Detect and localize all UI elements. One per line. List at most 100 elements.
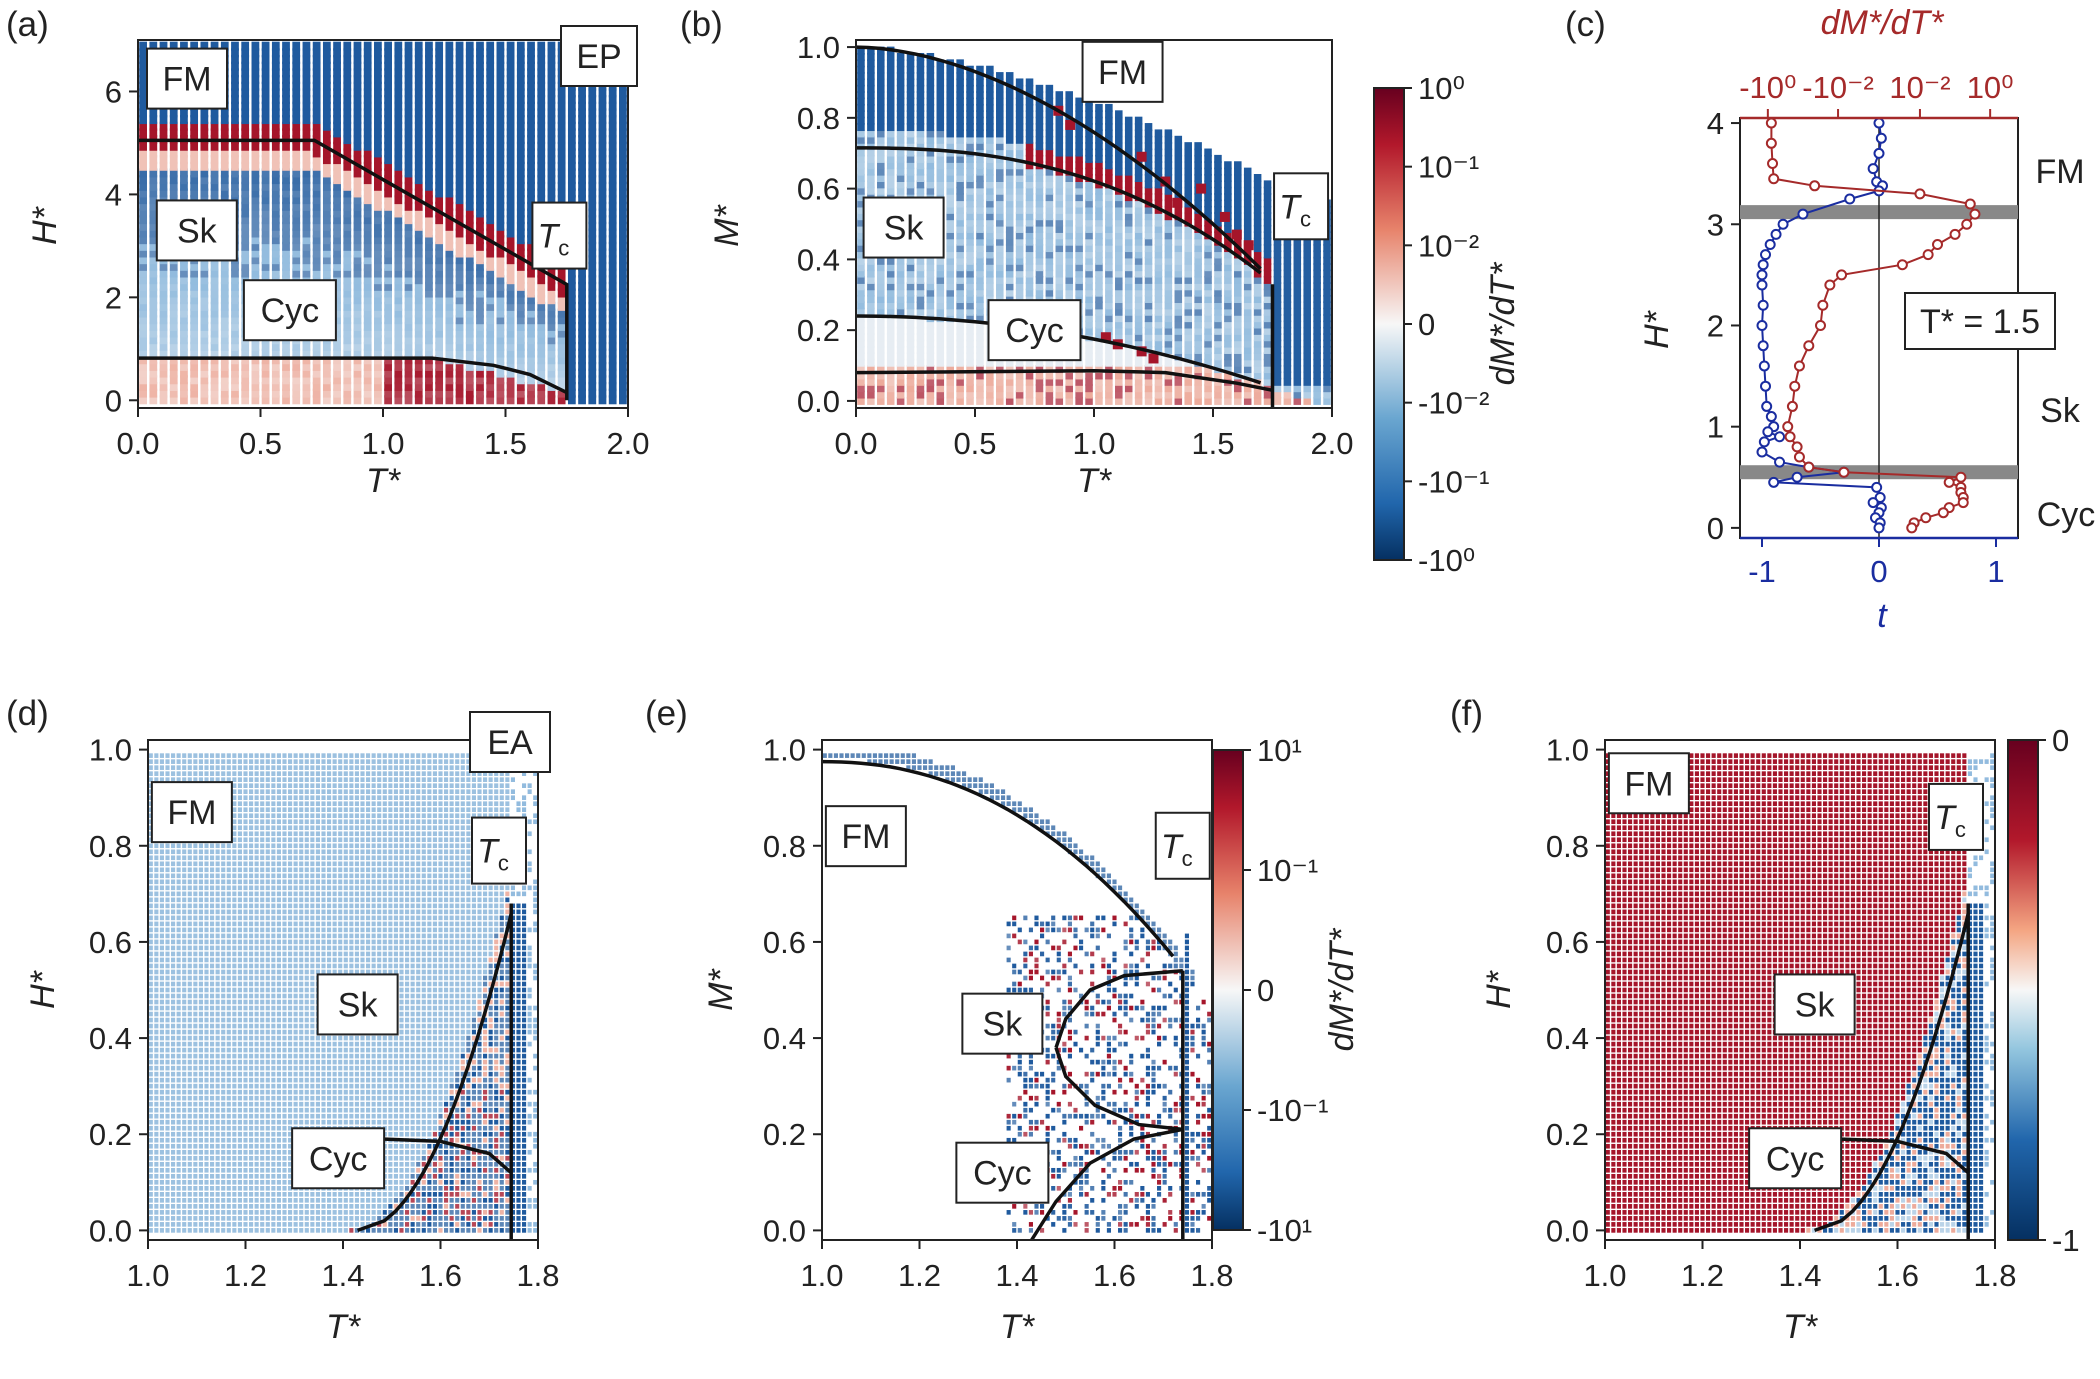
cell-a [384, 42, 392, 51]
cell-a [548, 42, 556, 51]
cell-d [154, 1018, 158, 1023]
cell-d [149, 910, 153, 915]
cell-d [149, 1084, 153, 1089]
cell-b [1244, 240, 1254, 250]
cell-d [160, 1210, 164, 1215]
cell-d [149, 849, 153, 854]
cell-d [154, 1198, 158, 1203]
cell-a [456, 42, 464, 51]
cell-b [1172, 198, 1182, 208]
cell-d [149, 1228, 153, 1233]
cell-b [1046, 85, 1054, 93]
cell-b [1065, 91, 1073, 99]
cell-d [154, 771, 158, 776]
cell-b [1264, 180, 1272, 188]
cell-d [149, 1150, 153, 1155]
cell-b [1224, 161, 1232, 169]
cell-d [154, 994, 158, 999]
cell-d [149, 1072, 153, 1077]
cell-b [1006, 72, 1014, 80]
cell-d [149, 940, 153, 945]
cell-d [149, 1024, 153, 1029]
cell-d [154, 753, 158, 758]
cell-a [241, 42, 249, 51]
cell-d [154, 1084, 158, 1089]
cell-a [374, 42, 382, 51]
cell-a [303, 42, 311, 51]
cell-a [262, 42, 270, 51]
cell-b [1244, 168, 1252, 176]
cell-d [149, 922, 153, 927]
cell-d [154, 1048, 158, 1053]
cell-a [292, 42, 300, 51]
cell-d [149, 765, 153, 770]
cell-d [149, 1000, 153, 1005]
cell-d [154, 861, 158, 866]
panel-label-e: (e) [645, 694, 688, 733]
cell-d [160, 1186, 164, 1191]
cell-d [154, 867, 158, 872]
cell-d [154, 910, 158, 915]
cell-d [149, 1156, 153, 1161]
cell-d [149, 1168, 153, 1173]
cell-d [149, 898, 153, 903]
cell-d [154, 1078, 158, 1083]
cell-d [149, 1114, 153, 1119]
cell-d [160, 1222, 164, 1227]
cell-d [154, 1186, 158, 1191]
cell-d [154, 759, 158, 764]
cell-d [160, 1180, 164, 1185]
cell-d [154, 970, 158, 975]
cell-a [333, 42, 341, 51]
cell-b [1149, 353, 1159, 363]
cell-d [154, 886, 158, 891]
cell-d [149, 1090, 153, 1095]
cell-a [486, 42, 494, 51]
cell-b [1214, 155, 1222, 163]
cell-a [537, 42, 545, 51]
cell-d [154, 1228, 158, 1233]
cell-d [154, 1054, 158, 1059]
cell-d [149, 861, 153, 866]
cell-d [149, 867, 153, 872]
cell-d [149, 958, 153, 963]
cell-a [343, 42, 351, 51]
cell-d [149, 994, 153, 999]
cell-a [435, 42, 443, 51]
cell-a [394, 42, 402, 51]
cell-a [252, 42, 260, 51]
cell-b [1036, 85, 1044, 93]
cell-b [1165, 129, 1173, 137]
cell-d [154, 976, 158, 981]
cell-d [149, 753, 153, 758]
cell-b [1232, 230, 1242, 240]
cell-d [154, 1216, 158, 1221]
cell-d [149, 1192, 153, 1197]
cell-d [154, 855, 158, 860]
cell-d [154, 916, 158, 921]
cell-d [154, 952, 158, 957]
cell-a [231, 42, 239, 51]
cell-d [160, 1216, 164, 1221]
cell-d [154, 1006, 158, 1011]
cell-b [1137, 152, 1147, 162]
cell-d [154, 964, 158, 969]
panel-label-a: (a) [6, 5, 49, 44]
cell-d [154, 958, 158, 963]
cell-a [497, 42, 505, 51]
cell-d [154, 1090, 158, 1095]
panel-label-d: (d) [6, 694, 49, 733]
cell-d [154, 1150, 158, 1155]
cell-d [149, 904, 153, 909]
cell-d [154, 1012, 158, 1017]
cell-d [160, 1198, 164, 1203]
cell-d [149, 952, 153, 957]
cell-d [154, 1024, 158, 1029]
panel-label-b: (b) [680, 5, 723, 44]
cell-d [154, 1060, 158, 1065]
cell-d [160, 1150, 164, 1155]
cell-d [149, 1210, 153, 1215]
cell-d [154, 1180, 158, 1185]
cell-d [149, 1198, 153, 1203]
cell-d [160, 1192, 164, 1197]
